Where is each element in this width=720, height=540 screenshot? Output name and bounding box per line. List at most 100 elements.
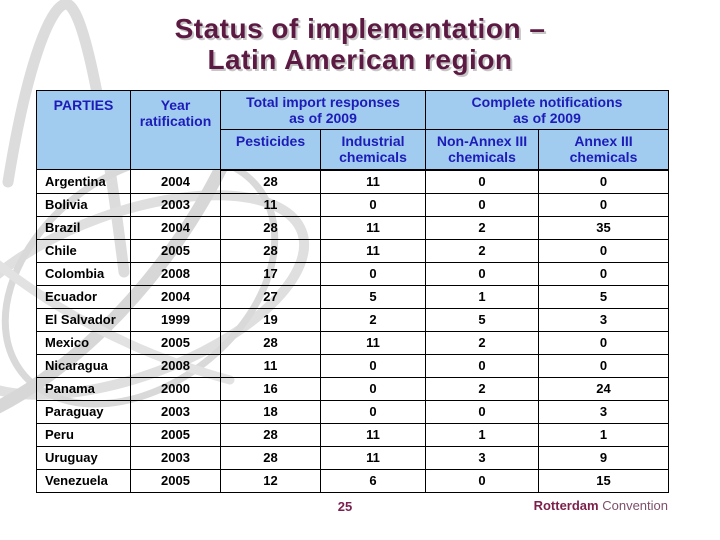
annex-iii-count-cell: 15 xyxy=(538,468,669,494)
non-annex-iii-count-cell: 0 xyxy=(425,399,539,424)
annex-iii-count-cell: 9 xyxy=(538,445,669,470)
table-row: Colombia 2008 17 0 0 0 xyxy=(36,261,669,286)
table-row: Chile 2005 28 11 2 0 xyxy=(36,238,669,263)
brand-name: Rotterdam xyxy=(533,498,599,513)
table-row: Venezuela 2005 12 6 0 15 xyxy=(36,468,669,494)
industrial-chemicals-count-cell: 6 xyxy=(320,468,426,494)
annex-iii-count-cell: 0 xyxy=(538,192,669,217)
header-pesticides: Pesticides xyxy=(220,129,321,171)
party-cell: Mexico xyxy=(36,330,131,355)
party-cell: Nicaragua xyxy=(36,353,131,378)
header-row-groups: PARTIES Year ratification Total import r… xyxy=(36,90,669,170)
pesticides-count-cell: 11 xyxy=(220,192,321,217)
header-complete-notifications: Complete notifications as of 2009 xyxy=(425,90,669,130)
year-ratification-cell: 2003 xyxy=(130,445,221,470)
year-ratification-cell: 1999 xyxy=(130,307,221,332)
table-row: Mexico 2005 28 11 2 0 xyxy=(36,330,669,355)
non-annex-iii-count-cell: 5 xyxy=(425,307,539,332)
header-annex-iii-chemicals: Annex III chemicals xyxy=(538,129,669,171)
industrial-chemicals-count-cell: 0 xyxy=(320,353,426,378)
pesticides-count-cell: 18 xyxy=(220,399,321,424)
party-cell: Brazil xyxy=(36,215,131,240)
pesticides-count-cell: 16 xyxy=(220,376,321,401)
industrial-chemicals-count-cell: 11 xyxy=(320,445,426,470)
industrial-chemicals-count-cell: 11 xyxy=(320,238,426,263)
pesticides-count-cell: 28 xyxy=(220,215,321,240)
slide-title: Status of implementation – Latin America… xyxy=(0,13,720,75)
non-annex-iii-count-cell: 2 xyxy=(425,330,539,355)
header-industrial-chemicals: Industrial chemicals xyxy=(320,129,426,171)
annex-iii-count-cell: 0 xyxy=(538,261,669,286)
annex-iii-count-cell: 0 xyxy=(538,238,669,263)
table-row: Argentina 2004 28 11 0 0 xyxy=(36,169,669,194)
industrial-chemicals-count-cell: 11 xyxy=(320,169,426,194)
table-row: Panama 2000 16 0 2 24 xyxy=(36,376,669,401)
header-parties: PARTIES xyxy=(36,90,131,170)
industrial-chemicals-count-cell: 0 xyxy=(320,376,426,401)
pesticides-count-cell: 19 xyxy=(220,307,321,332)
table-row: El Salvador 1999 19 2 5 3 xyxy=(36,307,669,332)
party-cell: Ecuador xyxy=(36,284,131,309)
year-ratification-cell: 2005 xyxy=(130,330,221,355)
pesticides-count-cell: 17 xyxy=(220,261,321,286)
non-annex-iii-count-cell: 2 xyxy=(425,376,539,401)
annex-iii-count-cell: 0 xyxy=(538,330,669,355)
party-cell: Chile xyxy=(36,238,131,263)
industrial-chemicals-count-cell: 0 xyxy=(320,399,426,424)
party-cell: Panama xyxy=(36,376,131,401)
table-row: Ecuador 2004 27 5 1 5 xyxy=(36,284,669,309)
industrial-chemicals-count-cell: 0 xyxy=(320,192,426,217)
pesticides-count-cell: 28 xyxy=(220,169,321,194)
header-non-annex-iii-chemicals: Non-Annex III chemicals xyxy=(425,129,539,171)
annex-iii-count-cell: 24 xyxy=(538,376,669,401)
annex-iii-count-cell: 1 xyxy=(538,422,669,447)
table-row: Paraguay 2003 18 0 0 3 xyxy=(36,399,669,424)
annex-iii-count-cell: 0 xyxy=(538,353,669,378)
table-body: Argentina 2004 28 11 0 0 Bolivia 2003 11 0 0 0 Brazi… xyxy=(36,169,669,494)
year-ratification-cell: 2004 xyxy=(130,215,221,240)
year-ratification-cell: 2008 xyxy=(130,353,221,378)
annex-iii-count-cell: 0 xyxy=(538,169,669,194)
party-cell: Colombia xyxy=(36,261,131,286)
industrial-chemicals-count-cell: 5 xyxy=(320,284,426,309)
non-annex-iii-count-cell: 2 xyxy=(425,238,539,263)
header-row-subcolumns: Pesticides Industrial chemicals Non-Anne… xyxy=(37,129,669,171)
annex-iii-count-cell: 3 xyxy=(538,399,669,424)
pesticides-count-cell: 27 xyxy=(220,284,321,309)
brand-footer: Rotterdam Convention xyxy=(534,498,668,513)
party-cell: Argentina xyxy=(36,169,131,194)
party-cell: Venezuela xyxy=(36,468,131,494)
party-cell: Peru xyxy=(36,422,131,447)
industrial-chemicals-count-cell: 2 xyxy=(320,307,426,332)
pesticides-count-cell: 11 xyxy=(220,353,321,378)
party-cell: Bolivia xyxy=(36,192,131,217)
annex-iii-count-cell: 5 xyxy=(538,284,669,309)
non-annex-iii-count-cell: 0 xyxy=(425,169,539,194)
non-annex-iii-count-cell: 3 xyxy=(425,445,539,470)
non-annex-iii-count-cell: 1 xyxy=(425,422,539,447)
table-row: Bolivia 2003 11 0 0 0 xyxy=(36,192,669,217)
table-row: Brazil 2004 28 11 2 35 xyxy=(36,215,669,240)
table-row: Nicaragua 2008 11 0 0 0 xyxy=(36,353,669,378)
slide-title-line1: Status of implementation – xyxy=(174,13,546,44)
year-ratification-cell: 2004 xyxy=(130,169,221,194)
non-annex-iii-count-cell: 0 xyxy=(425,468,539,494)
year-ratification-cell: 2004 xyxy=(130,284,221,309)
year-ratification-cell: 2000 xyxy=(130,376,221,401)
non-annex-iii-count-cell: 0 xyxy=(425,261,539,286)
table-row: Peru 2005 28 11 1 1 xyxy=(36,422,669,447)
implementation-status-table: PARTIES Year ratification Total import r… xyxy=(36,90,669,494)
year-ratification-cell: 2005 xyxy=(130,468,221,494)
non-annex-iii-count-cell: 0 xyxy=(425,192,539,217)
annex-iii-count-cell: 35 xyxy=(538,215,669,240)
industrial-chemicals-count-cell: 11 xyxy=(320,215,426,240)
brand-suffix: Convention xyxy=(598,498,668,513)
industrial-chemicals-count-cell: 11 xyxy=(320,330,426,355)
pesticides-count-cell: 28 xyxy=(220,238,321,263)
non-annex-iii-count-cell: 2 xyxy=(425,215,539,240)
industrial-chemicals-count-cell: 0 xyxy=(320,261,426,286)
party-cell: Paraguay xyxy=(36,399,131,424)
pesticides-count-cell: 28 xyxy=(220,330,321,355)
table-row: Uruguay 2003 28 11 3 9 xyxy=(36,445,669,470)
year-ratification-cell: 2003 xyxy=(130,192,221,217)
